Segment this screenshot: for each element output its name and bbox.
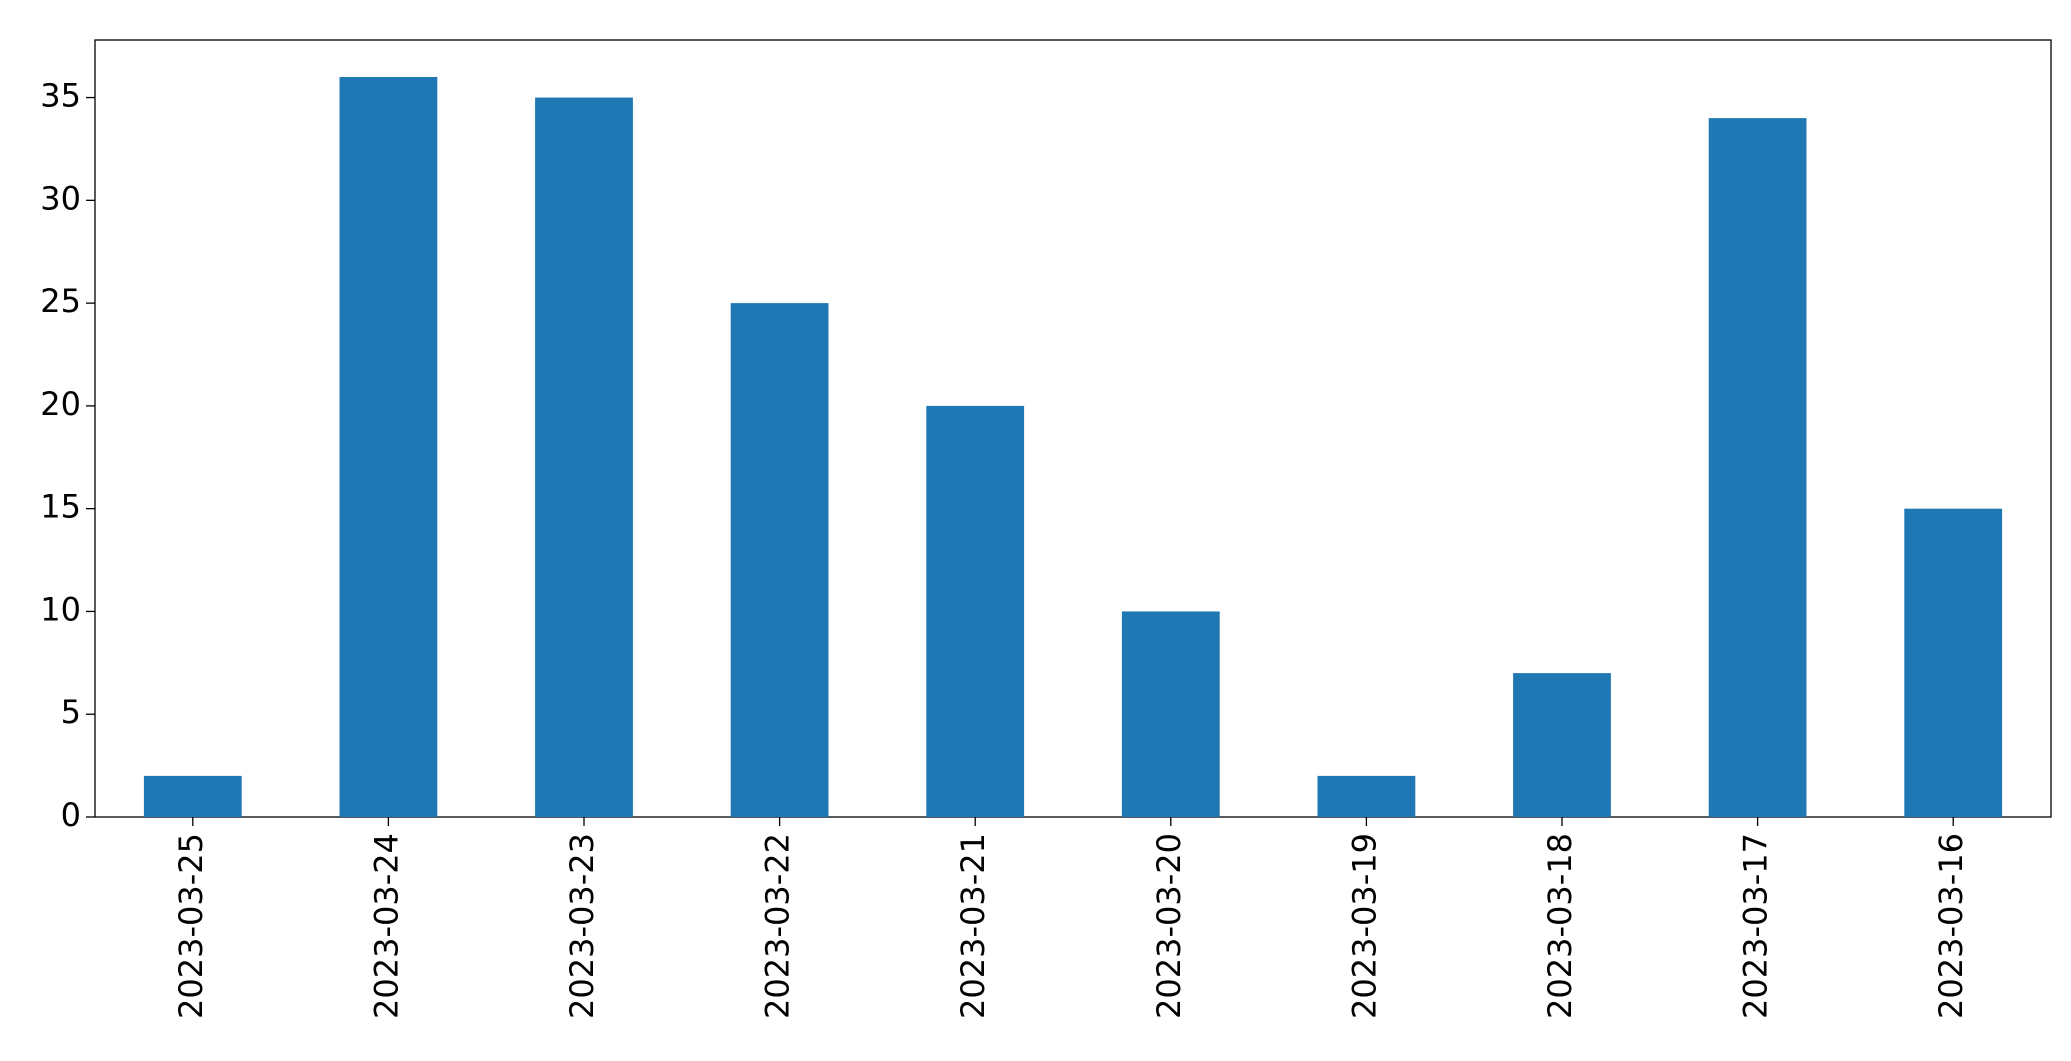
x-tick-label: 2023-03-16 [1932, 833, 1970, 1019]
bar [1121, 611, 1220, 817]
x-tick-label: 2023-03-18 [1541, 833, 1579, 1019]
bar [926, 405, 1025, 817]
plot-frame [94, 39, 2052, 818]
bar [1317, 775, 1416, 817]
bar [339, 77, 438, 817]
y-tick-label: 10 [40, 590, 81, 628]
bar [1708, 118, 1807, 818]
bar [535, 97, 633, 818]
x-tick-label: 2023-03-17 [1737, 833, 1775, 1019]
x-tick-label: 2023-03-24 [367, 833, 405, 1019]
x-tick-label: 2023-03-23 [563, 833, 601, 1019]
y-tick-label: 0 [61, 796, 81, 834]
y-tick-label: 20 [40, 385, 81, 423]
x-tick-label: 2023-03-20 [1150, 833, 1188, 1019]
y-tick-label: 35 [40, 77, 81, 115]
y-tick-label: 25 [40, 282, 81, 320]
x-tick-label: 2023-03-19 [1345, 833, 1383, 1019]
bar [730, 303, 829, 818]
bar [1904, 508, 2003, 817]
y-tick-label: 30 [40, 179, 81, 217]
x-tick-label: 2023-03-25 [172, 833, 210, 1019]
x-tick-label: 2023-03-21 [954, 833, 992, 1019]
bar [143, 775, 242, 817]
y-tick-label: 5 [61, 693, 81, 731]
bar [1513, 673, 1611, 817]
x-tick-label: 2023-03-22 [759, 833, 797, 1019]
y-tick-label: 15 [40, 488, 81, 526]
